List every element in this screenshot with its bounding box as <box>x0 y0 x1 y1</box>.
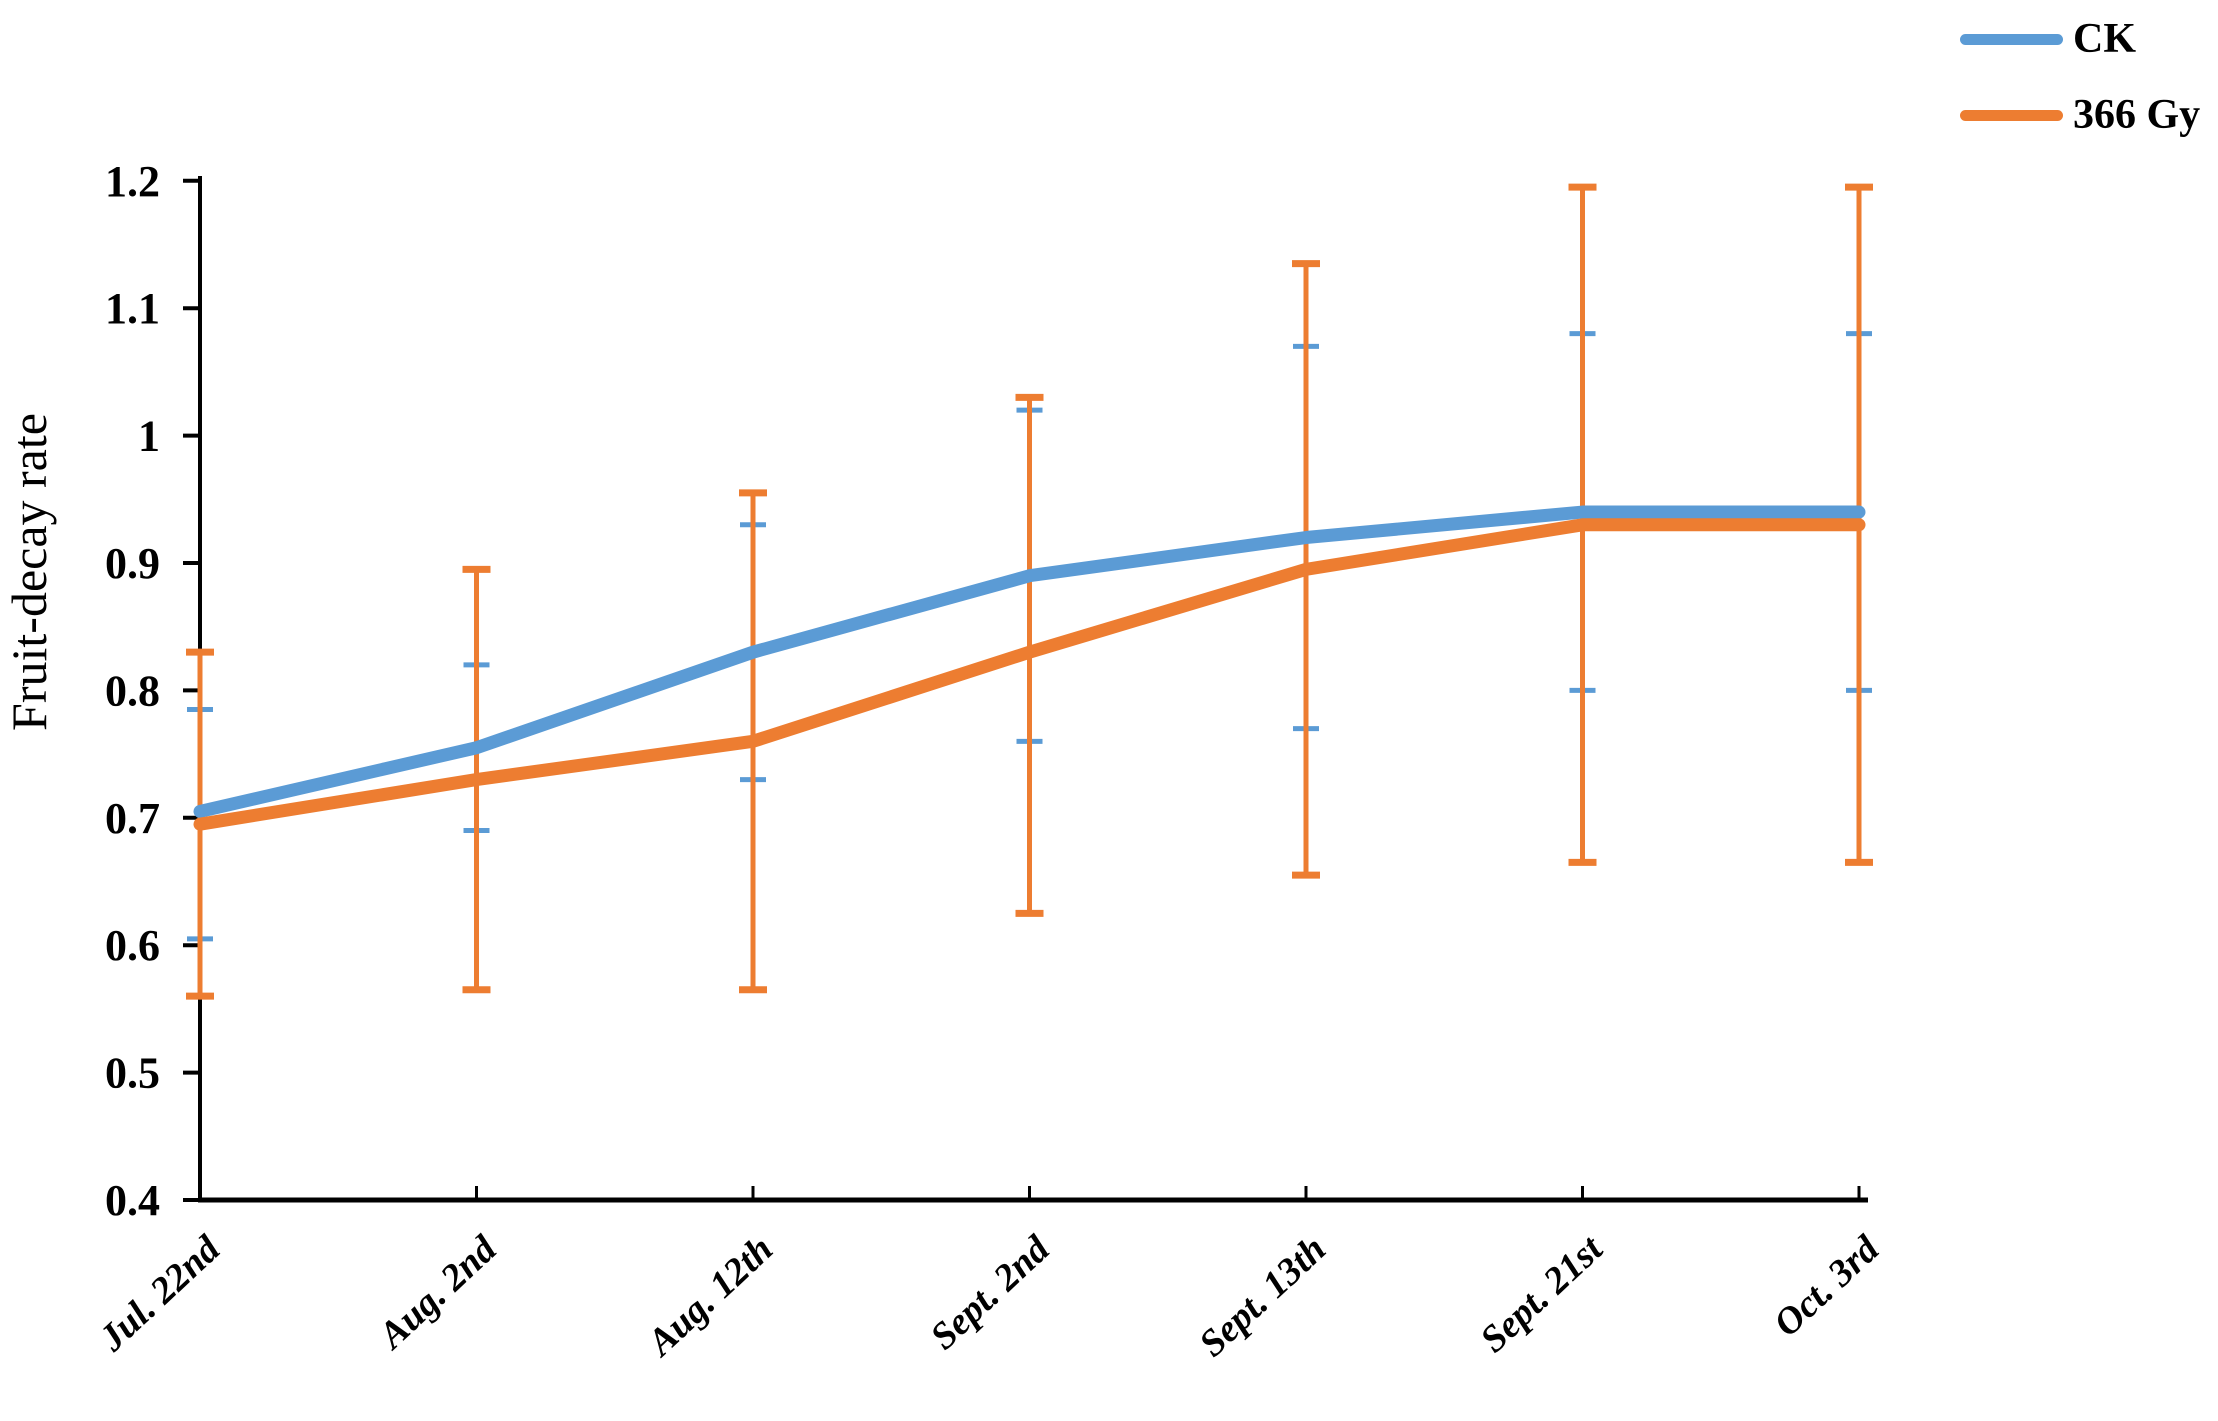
series-line-ck <box>193 505 1866 818</box>
y-tick-label: 0.4 <box>105 1176 160 1225</box>
series-line-366-gy <box>193 518 1866 831</box>
legend-label-ck: CK <box>2073 16 2136 62</box>
y-axis-title: Fruit-decay rate <box>1 413 57 731</box>
y-tick-label: 0.7 <box>105 794 160 843</box>
y-tick-label: 1.1 <box>105 284 160 333</box>
y-tick-label: 0.6 <box>105 921 160 970</box>
x-tick-label: Oct. 3rd <box>1766 1227 1888 1345</box>
y-tick-label: 1 <box>138 412 160 461</box>
legend-label-366-gy: 366 Gy <box>2073 92 2201 138</box>
x-tick-label: Sept. 13th <box>1191 1228 1334 1365</box>
x-tick-label: Jul. 22nd <box>91 1227 229 1360</box>
x-tick-label: Aug. 2nd <box>369 1227 505 1358</box>
x-tick-label: Sept. 2nd <box>922 1227 1058 1358</box>
y-tick-label: 0.8 <box>105 666 160 715</box>
y-tick-label: 0.5 <box>105 1049 160 1098</box>
x-tick-label: Sept. 21st <box>1472 1227 1611 1361</box>
y-tick-label: 1.2 <box>105 157 160 206</box>
legend-item-ck: CK <box>1960 16 2200 62</box>
y-tick-label: 0.9 <box>105 539 160 588</box>
legend-swatch-366-gy <box>1960 109 2063 121</box>
legend: CK 366 Gy <box>1960 16 2200 138</box>
legend-item-366-gy: 366 Gy <box>1960 92 2200 138</box>
x-tick-label: Aug. 12th <box>638 1228 781 1365</box>
legend-swatch-ck <box>1960 33 2063 45</box>
